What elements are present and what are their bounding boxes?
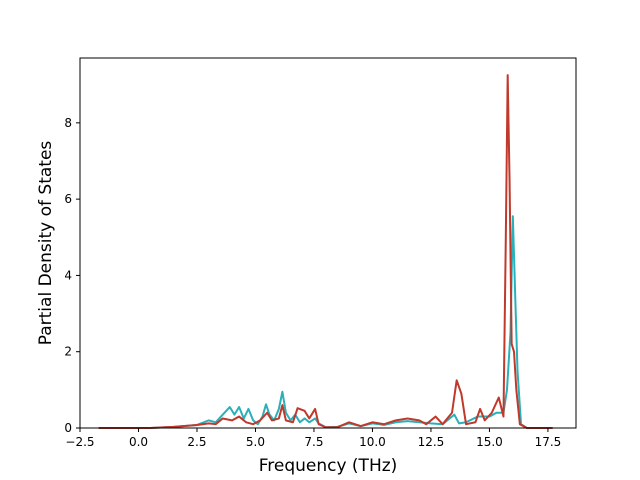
x-tick-label: 5.0	[246, 435, 265, 449]
x-tick-label: 2.5	[187, 435, 206, 449]
x-tick-label: 7.5	[304, 435, 323, 449]
y-axis-label: Partial Density of States	[36, 141, 56, 346]
x-tick-label: 17.5	[535, 435, 562, 449]
x-tick-label: 15.0	[476, 435, 503, 449]
y-tick-label: 0	[64, 421, 72, 435]
series-line-1	[98, 215, 553, 429]
y-tick-label: 8	[64, 116, 72, 130]
plot-frame	[79, 57, 577, 429]
axis-ticks: −2.5 0.0 2.5 5.0 7.5 10.0 12.5 15.0 17.5 0 2 4 6 8	[64, 116, 561, 449]
series-lines	[98, 74, 553, 429]
x-tick-label: −2.5	[65, 435, 94, 449]
x-tick-label: 0.0	[129, 435, 148, 449]
x-axis-label: Frequency (THz)	[259, 456, 398, 476]
y-tick-label: 4	[64, 268, 72, 282]
x-tick-label: 10.0	[359, 435, 386, 449]
series-line-2	[98, 74, 553, 429]
y-tick-label: 2	[64, 345, 72, 359]
x-tick-label: 12.5	[418, 435, 445, 449]
y-tick-label: 6	[64, 192, 72, 206]
